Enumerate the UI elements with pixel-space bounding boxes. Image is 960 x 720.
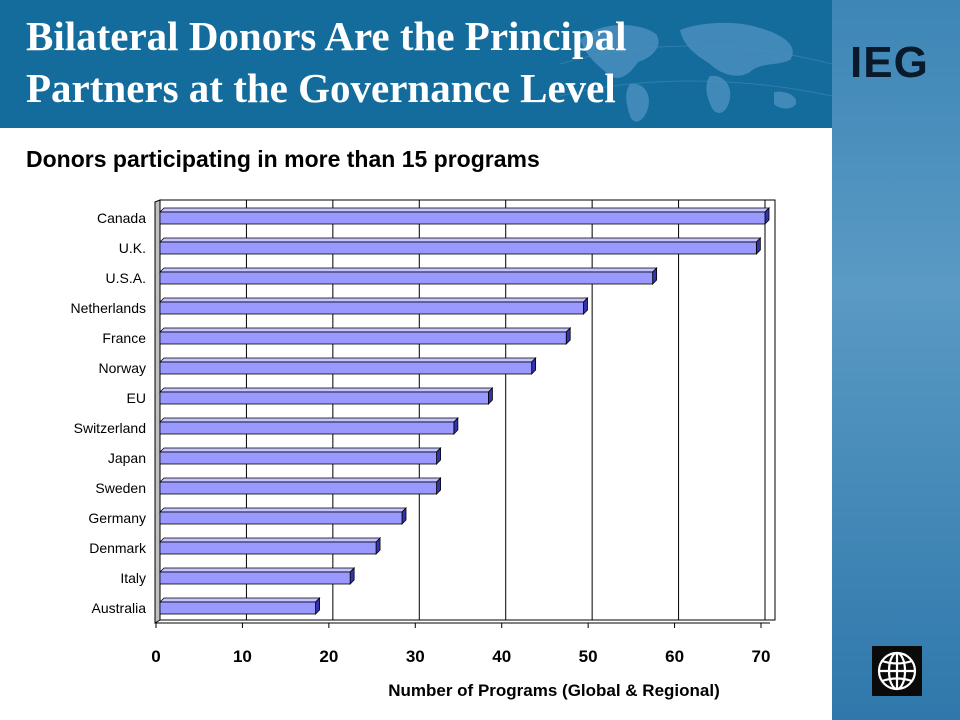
plot-area bbox=[154, 199, 776, 624]
category-label: Japan bbox=[108, 450, 146, 466]
bar bbox=[159, 507, 407, 525]
x-tick-label: 0 bbox=[151, 647, 160, 666]
category-label: Canada bbox=[97, 210, 146, 226]
bar-front bbox=[159, 211, 766, 225]
bar bbox=[159, 477, 442, 495]
slide-title-line-1: Bilateral Donors Are the Principal bbox=[26, 13, 627, 59]
bar-top bbox=[159, 297, 589, 303]
plot-background bbox=[159, 199, 776, 621]
bar-top bbox=[159, 207, 770, 213]
slide-title: Bilateral Donors Are the Principal Partn… bbox=[26, 10, 627, 114]
bar-front bbox=[159, 421, 455, 435]
bar bbox=[159, 357, 537, 375]
x-tick-label: 50 bbox=[579, 647, 598, 666]
category-label: U.K. bbox=[119, 240, 146, 256]
bar bbox=[159, 567, 356, 585]
world-bank-globe-icon bbox=[872, 646, 922, 696]
title-banner: Bilateral Donors Are the Principal Partn… bbox=[0, 0, 832, 128]
x-tick-label: 70 bbox=[752, 647, 771, 666]
category-label: Italy bbox=[120, 570, 146, 586]
category-label: U.S.A. bbox=[106, 270, 146, 286]
bar-front bbox=[159, 511, 403, 525]
plot-floor bbox=[154, 199, 161, 624]
category-label: Norway bbox=[99, 360, 146, 376]
brand-logo-text: IEG bbox=[850, 38, 929, 87]
x-axis: 0 10 20 30 40 50 60 70 bbox=[151, 622, 771, 666]
bar-front bbox=[159, 301, 584, 315]
bar-front bbox=[159, 391, 489, 405]
bar-top bbox=[159, 387, 494, 393]
bar-top bbox=[159, 597, 321, 603]
category-labels: Canada U.K. U.S.A. Netherlands France Norway E… bbox=[71, 210, 147, 616]
bar bbox=[159, 237, 762, 255]
bar bbox=[159, 207, 770, 225]
bar-front bbox=[159, 361, 533, 375]
bar-top bbox=[159, 537, 382, 543]
bar bbox=[159, 327, 572, 345]
category-label: Australia bbox=[92, 600, 147, 616]
bar-top bbox=[159, 417, 459, 423]
bar-top bbox=[159, 267, 658, 273]
bar-top bbox=[159, 357, 537, 363]
bar-front bbox=[159, 571, 351, 585]
category-label: France bbox=[102, 330, 146, 346]
bar-front bbox=[159, 541, 377, 555]
world-map-icon bbox=[560, 22, 832, 122]
bar bbox=[159, 537, 382, 555]
bar-front bbox=[159, 451, 437, 465]
bar bbox=[159, 597, 321, 615]
bar bbox=[159, 267, 658, 285]
x-axis-title: Number of Programs (Global & Regional) bbox=[388, 681, 720, 700]
bar-front bbox=[159, 331, 567, 345]
slide-title-line-2: Partners at the Governance Level bbox=[26, 65, 616, 111]
category-label: Sweden bbox=[95, 480, 146, 496]
bar bbox=[159, 447, 442, 465]
bar bbox=[159, 297, 589, 315]
bar-top bbox=[159, 477, 442, 483]
bars bbox=[159, 207, 770, 615]
x-tick-label: 10 bbox=[233, 647, 252, 666]
side-panel bbox=[832, 0, 960, 720]
bar-top bbox=[159, 567, 356, 573]
category-label: Netherlands bbox=[71, 300, 147, 316]
x-tick-label: 20 bbox=[319, 647, 338, 666]
category-label: EU bbox=[127, 390, 146, 406]
x-tick-label: 60 bbox=[665, 647, 684, 666]
bar-front bbox=[159, 241, 757, 255]
bar bbox=[159, 387, 494, 405]
chart-subtitle: Donors participating in more than 15 pro… bbox=[26, 146, 540, 172]
x-tick-label: 40 bbox=[492, 647, 511, 666]
bar-chart: Canada U.K. U.S.A. Netherlands France Norway E… bbox=[71, 199, 776, 700]
category-label: Denmark bbox=[89, 540, 147, 556]
category-label: Switzerland bbox=[74, 420, 146, 436]
bar-top bbox=[159, 237, 762, 243]
bar-front bbox=[159, 601, 316, 615]
bar-top bbox=[159, 447, 442, 453]
bar bbox=[159, 417, 459, 435]
bar-top bbox=[159, 327, 572, 333]
bar-front bbox=[159, 271, 654, 285]
x-tick-label: 30 bbox=[406, 647, 425, 666]
category-label: Germany bbox=[88, 510, 146, 526]
bar-front bbox=[159, 481, 437, 495]
bar-top bbox=[159, 507, 407, 513]
